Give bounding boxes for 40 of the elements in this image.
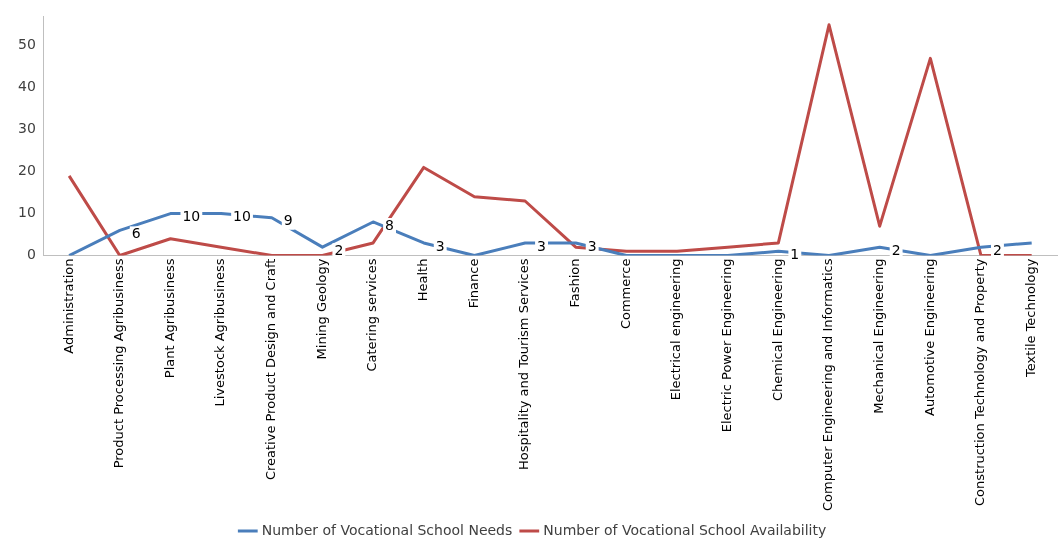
data-label: 1 xyxy=(790,245,800,262)
x-tick-label: Chemical Engineering xyxy=(769,258,785,401)
y-tick-label: 0 xyxy=(26,246,36,263)
legend-label: Number of Vocational School Availability xyxy=(543,521,827,538)
data-label: 3 xyxy=(537,237,546,254)
data-label: 3 xyxy=(587,237,597,254)
data-label: 10 xyxy=(233,208,251,225)
x-tick-label: Computer Engineering and Informatics xyxy=(820,258,836,512)
x-tick-label: Textile Technology xyxy=(1023,258,1039,379)
y-tick-label: 40 xyxy=(17,78,36,95)
data-label: 2 xyxy=(993,241,1002,258)
data-label: 9 xyxy=(283,212,293,229)
data-label: 2 xyxy=(891,241,901,258)
x-tick-label: Hospitality and Tourism Services xyxy=(516,258,532,470)
y-tick-label: 50 xyxy=(17,36,36,53)
y-tick-label: 20 xyxy=(17,162,36,179)
data-label: 3 xyxy=(435,237,445,254)
x-tick-label: Health xyxy=(415,258,431,302)
x-tick-label: Electric Power Engineering xyxy=(719,258,735,433)
data-label: 2 xyxy=(334,241,344,258)
y-tick-label: 10 xyxy=(17,204,36,221)
data-label: 8 xyxy=(385,216,395,233)
x-tick-label: Livestock Agribusiness xyxy=(212,258,228,407)
x-tick-label: Mining Geology xyxy=(313,258,329,360)
legend-label: Number of Vocational School Needs xyxy=(261,521,513,538)
x-tick-label: Catering services xyxy=(364,258,380,372)
x-tick-label: Electrical engineering xyxy=(668,258,684,401)
x-tick-label: Automotive Engineering xyxy=(921,258,937,416)
y-tick-label: 30 xyxy=(17,120,36,137)
x-tick-label: Mechanical Engineering xyxy=(871,258,887,414)
x-tick-label: Creative Product Design and Craft xyxy=(263,258,279,481)
x-tick-label: Plant Agribusiness xyxy=(161,258,177,379)
x-tick-label: Fashion xyxy=(567,258,583,308)
data-label: 10 xyxy=(182,208,201,225)
data-label: 6 xyxy=(131,225,141,242)
x-tick-label: Commerce xyxy=(617,258,633,330)
x-tick-label: Product Processing Agribusiness xyxy=(111,258,127,469)
x-tick-label: Finance xyxy=(465,258,481,309)
x-tick-label: Administration xyxy=(60,258,76,354)
x-tick-label: Construction Technology and Property xyxy=(972,258,988,507)
